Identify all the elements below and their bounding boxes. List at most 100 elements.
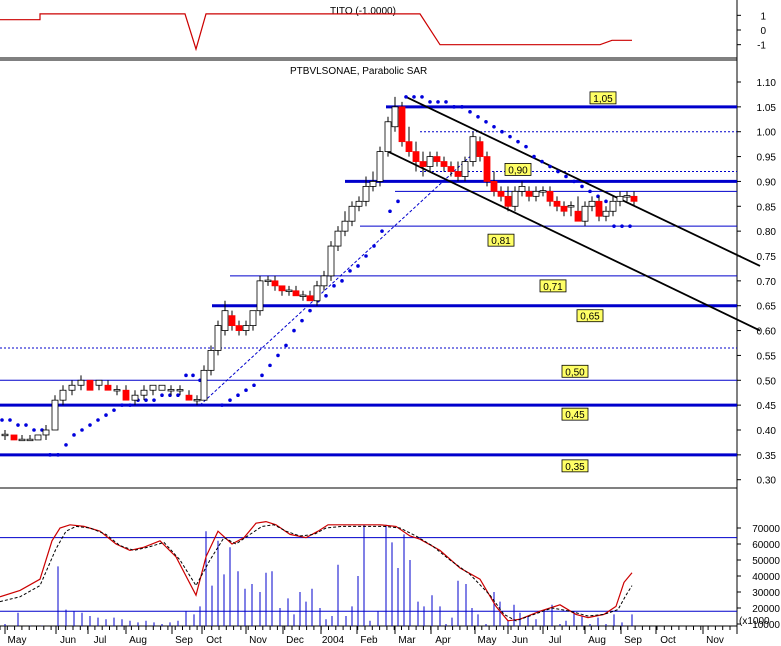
candlestick-series [1, 96, 638, 442]
candle-body [77, 379, 85, 386]
volume-unit-label: (x1000 [739, 616, 770, 627]
level-label-box [589, 91, 617, 105]
price-tick-label: 0.30 [757, 476, 777, 487]
sar-point [628, 224, 632, 228]
sar-point [284, 343, 288, 348]
x-tick-label: Aug [129, 635, 147, 646]
sar-point [324, 293, 328, 298]
price-tick-label: 1.00 [757, 128, 777, 139]
candle-body [167, 389, 175, 392]
price-tick-label: 0.80 [757, 227, 777, 238]
candle-body [398, 106, 406, 143]
sar-point [16, 423, 20, 427]
candle-body [104, 384, 112, 391]
volume-tick-label: 40000 [752, 572, 780, 583]
oscillator-tick-label: 1 [760, 11, 766, 22]
level-labels: 1,05 0,90 0,81 0,71 0,65 0,50 0,45 0,35 [487, 91, 617, 473]
x-tick-label: Nov [706, 635, 724, 646]
candle-body [51, 399, 59, 431]
candle-body [207, 350, 215, 371]
candle-body [200, 369, 208, 401]
level-label-text: 0,90 [508, 165, 528, 176]
x-tick-label: Oct [206, 635, 222, 646]
candle-body [264, 279, 272, 283]
parabolic-sar-series [0, 95, 632, 457]
candle-body [539, 190, 547, 193]
sar-point [96, 418, 100, 422]
candle-body [595, 200, 603, 217]
candle-body [412, 151, 420, 162]
candle-body [306, 295, 314, 302]
y-axis-ticks: 1 0 -1 1.10 1.05 1.00 0.95 0.90 0.85 0.80 0.75 0.70… [737, 11, 780, 631]
candle-body [391, 106, 399, 128]
sar-point [24, 423, 28, 427]
sar-point [228, 398, 232, 402]
candle-body [242, 325, 250, 331]
level-label-box [561, 459, 589, 473]
volume-tick-label: 30000 [752, 588, 780, 599]
candle-body [511, 190, 519, 207]
level-label-text: 0,45 [565, 410, 585, 421]
candle-body [131, 394, 139, 401]
candle-body [532, 190, 540, 197]
candle-body [574, 210, 582, 222]
price-tick-label: 0.90 [757, 177, 777, 188]
sar-point [348, 269, 352, 273]
candle-body [256, 280, 264, 312]
price-tick-label: 1.10 [757, 78, 777, 89]
level-label-text: 0,50 [565, 367, 585, 378]
sar-point [524, 144, 528, 149]
sar-point [176, 393, 180, 398]
candle-body [623, 195, 631, 198]
volume-tick-label: 70000 [752, 524, 780, 535]
candle-body [249, 310, 257, 326]
x-tick-label: Jun [60, 635, 76, 646]
candle-body [518, 185, 526, 192]
sar-point [0, 418, 4, 422]
candle-body [504, 195, 512, 207]
sar-point [444, 100, 448, 104]
sar-point [404, 95, 408, 99]
sar-point [276, 353, 280, 358]
sar-point [88, 423, 92, 427]
sar-point [572, 179, 576, 184]
sar-point [112, 408, 116, 412]
candle-body [546, 190, 554, 202]
price-tick-label: 1.05 [757, 103, 777, 114]
sar-point [412, 95, 416, 99]
level-label-text: 0,71 [543, 282, 563, 293]
candle-body [476, 141, 484, 157]
sar-point [396, 199, 400, 204]
sar-point [72, 433, 76, 437]
x-tick-label: Apr [435, 635, 451, 646]
sar-point [420, 95, 424, 99]
candle-body [355, 200, 363, 207]
level-label-box [539, 279, 567, 293]
level-label-text: 0,65 [580, 312, 600, 323]
candle-body [630, 195, 638, 202]
sar-point [356, 264, 360, 268]
x-tick-label: Oct [660, 635, 676, 646]
sar-point [292, 328, 296, 333]
oscillator-tick-label: -1 [757, 41, 766, 52]
x-tick-label: 2004 [322, 635, 345, 646]
candle-body [341, 220, 349, 232]
trendline [199, 156, 471, 406]
price-tick-label: 0.45 [757, 401, 777, 412]
candle-body [313, 285, 321, 302]
sar-point [332, 284, 336, 288]
sar-point [436, 100, 440, 104]
x-tick-label: May [478, 635, 497, 646]
candle-body [405, 141, 413, 153]
x-tick-label: Sep [624, 635, 642, 646]
sar-point [500, 129, 504, 134]
candle-body [221, 310, 229, 331]
level-label-text: 1,05 [593, 94, 613, 105]
candle-body [158, 384, 166, 391]
oscillator-title: TITO (-1.0000) [330, 6, 396, 17]
sar-point [580, 184, 584, 189]
level-label-box [561, 364, 589, 378]
price-tick-label: 0.70 [757, 277, 777, 288]
candle-body [140, 389, 148, 396]
